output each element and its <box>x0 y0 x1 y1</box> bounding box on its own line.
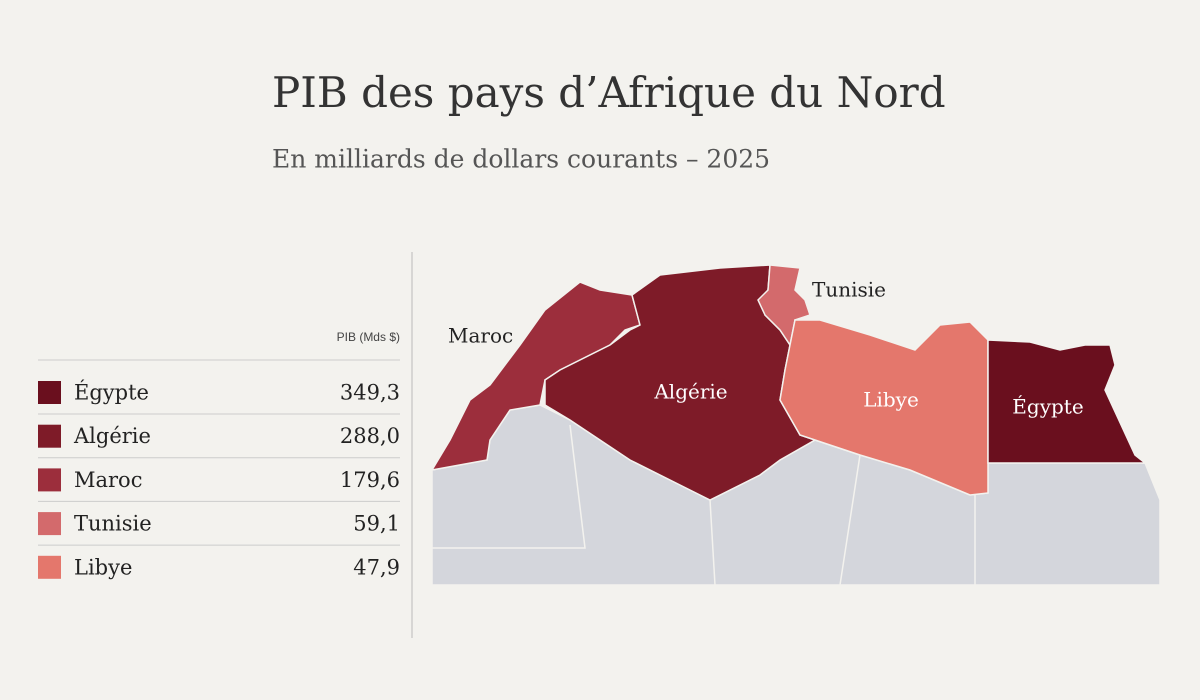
map-label: Libye <box>863 388 919 412</box>
title: PIB des pays d’Afrique du Nord <box>272 68 946 117</box>
border <box>709 499 716 586</box>
row-value: 179,6 <box>340 468 400 492</box>
map-label: Tunisie <box>812 278 886 302</box>
swatch <box>38 512 61 536</box>
region-egypte <box>987 339 1148 464</box>
table: Égypte 349,3 Algérie 288,0 Maroc 179,6 Tunisie… <box>38 359 400 579</box>
row-name: Algérie <box>73 424 151 448</box>
border <box>432 424 586 549</box>
row-value: 47,9 <box>353 555 400 579</box>
row-name: Égypte <box>74 381 149 405</box>
map: Maroc Tunisie Algérie Libye Égypte <box>430 264 1161 586</box>
map-label: Algérie <box>653 380 727 404</box>
map-label: Égypte <box>1012 395 1083 419</box>
row-name: Maroc <box>74 468 142 492</box>
column-header: PIB (Mds $) <box>337 330 400 344</box>
swatch <box>38 555 61 579</box>
swatch <box>38 424 61 448</box>
map-label: Maroc <box>448 324 513 348</box>
row-name: Tunisie <box>74 512 152 536</box>
row-value: 59,1 <box>353 512 400 536</box>
border <box>839 454 861 586</box>
row-value: 349,3 <box>340 381 400 405</box>
region-libye <box>779 319 989 496</box>
subtitle: En milliards de dollars courants – 2025 <box>272 145 770 174</box>
row-name: Libye <box>74 555 132 579</box>
row-value: 288,0 <box>340 424 400 448</box>
swatch <box>38 381 61 404</box>
swatch <box>38 468 61 492</box>
